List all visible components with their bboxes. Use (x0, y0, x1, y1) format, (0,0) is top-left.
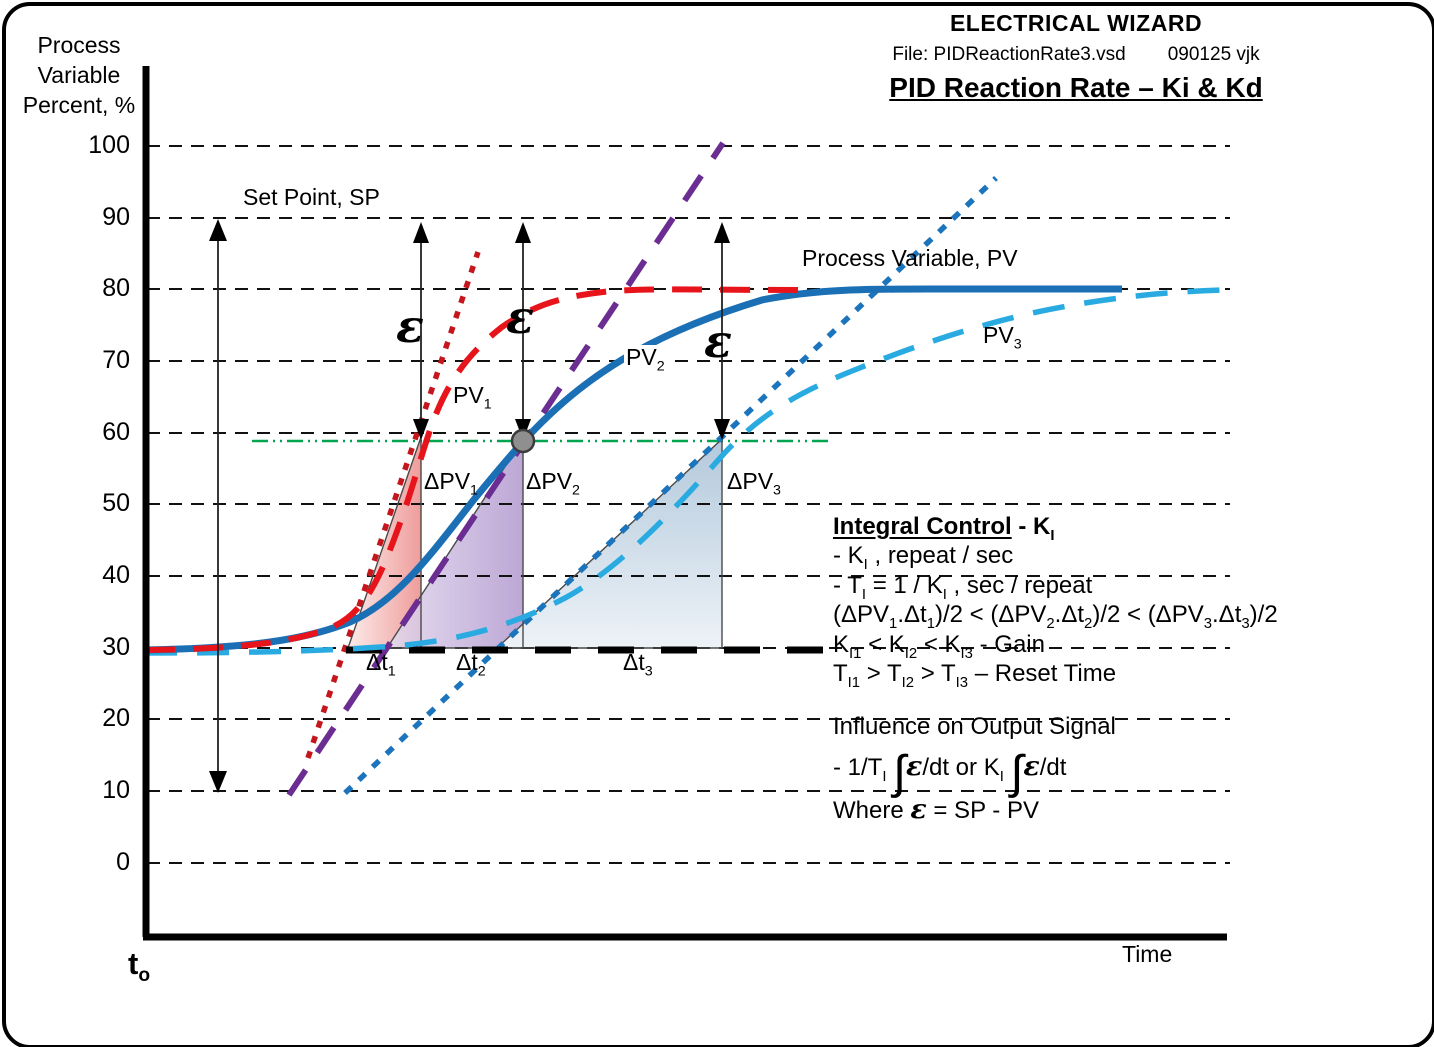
epsilon-symbol-3: ε (704, 314, 732, 368)
y-tick-50: 50 (102, 489, 130, 517)
y-tick-80: 80 (102, 274, 130, 302)
pv3-tangent-line (343, 176, 998, 795)
y-axis-title: Process Variable Percent, % (22, 32, 136, 118)
file-info: File: PIDReactionRate3.vsd 090125 vjk (856, 44, 1296, 66)
integral-line-4: KI1 < KI2 < KI3 - Gain (833, 630, 1045, 662)
integral-line-5: TI1 > TI2 > TI3 – Reset Time (833, 660, 1117, 691)
y-tick-20: 20 (102, 704, 130, 732)
delta-t3-label: Δt3 (623, 649, 653, 680)
time-origin-label: to (128, 946, 151, 987)
integral-line-1: - KI , repeat / sec (833, 542, 1014, 574)
process-variable-label: Process Variable, PV (802, 245, 1018, 271)
influence-where: Where ε = SP - PV (833, 794, 1039, 825)
file-name: File: PIDReactionRate3.vsd (892, 44, 1126, 65)
page-title: PID Reaction Rate – Ki & Kd (889, 72, 1263, 103)
influence-formula: - 1/TI ∫ε/dt or KI ∫ε/dt (833, 746, 1067, 799)
pv3-label: PV3 (983, 322, 1022, 353)
y-tick-40: 40 (102, 561, 130, 589)
epsilon-arrow-3 (714, 222, 730, 440)
influence-title: Influence on Output Signal (833, 713, 1116, 740)
header: ELECTRICAL WIZARD File: PIDReactionRate3… (856, 10, 1296, 104)
y-tick-10: 10 (102, 776, 130, 804)
delta-pv2-label: ΔPV2 (526, 468, 580, 499)
set-point-label: Set Point, SP (243, 184, 380, 210)
set-point-arrow (209, 219, 227, 793)
brand-title: ELECTRICAL WIZARD (949, 10, 1203, 36)
y-tick-100: 100 (88, 131, 130, 159)
pv2-curve (144, 285, 1122, 654)
y-tick-70: 70 (102, 346, 130, 374)
revision-stamp: 090125 vjk (1167, 44, 1260, 65)
x-axis-label: Time (1122, 941, 1173, 967)
pv2-tangent-line (286, 141, 726, 797)
integral-line-3: (ΔPV1.Δt1)/2 < (ΔPV2.Δt2)/2 < (ΔPV3.Δt3)… (833, 601, 1278, 633)
delta-t1-label: Δt1 (366, 649, 396, 680)
delta-pv3-label: ΔPV3 (727, 468, 781, 499)
y-tick-60: 60 (102, 418, 130, 446)
pv2-label: PV2 (624, 344, 667, 375)
y-tick-0: 0 (116, 848, 130, 876)
epsilon-arrow-1 (413, 222, 429, 440)
pv1-label: PV1 (453, 382, 492, 413)
integral-control-title: Integral Control - KI (833, 513, 1055, 544)
integral-control-block: Integral Control - KI - KI , repeat / se… (833, 512, 1278, 691)
epsilon-symbol-2: ε (506, 290, 534, 344)
y-tick-90: 90 (102, 203, 130, 231)
pv2-epsilon-point (510, 428, 536, 454)
delta-pv1-label: ΔPV1 (424, 468, 478, 499)
y-tick-30: 30 (102, 633, 130, 661)
epsilon-symbol-1: ε (396, 299, 424, 353)
delta-t2-label: Δt2 (456, 649, 486, 680)
integral-line-2: - TI = 1 / KI , sec / repeat (833, 571, 1093, 603)
